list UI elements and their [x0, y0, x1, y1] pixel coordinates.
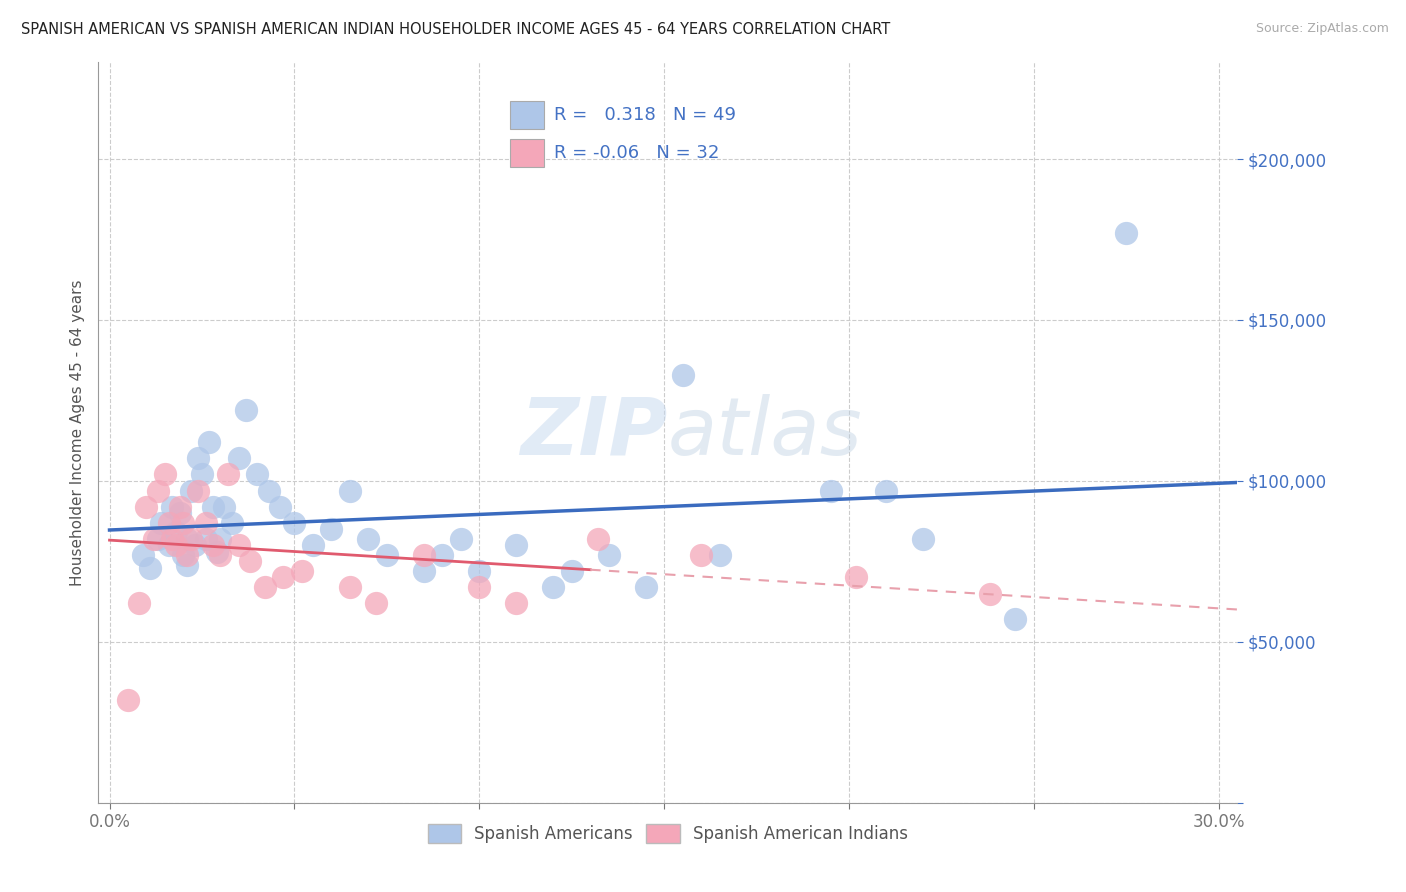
Point	[132, 548, 155, 562]
Point	[180, 483, 202, 498]
Point	[176, 558, 198, 572]
Point	[561, 564, 583, 578]
Y-axis label: Householder Income Ages 45 - 64 years: Householder Income Ages 45 - 64 years	[69, 279, 84, 586]
Point	[357, 532, 380, 546]
Point	[690, 548, 713, 562]
Point	[169, 500, 191, 514]
Text: ZIP: ZIP	[520, 393, 668, 472]
Point	[246, 467, 269, 482]
Point	[146, 532, 169, 546]
Point	[162, 500, 184, 514]
Point	[412, 548, 434, 562]
Point	[364, 596, 387, 610]
Point	[194, 516, 217, 530]
Point	[187, 451, 209, 466]
Point	[468, 564, 491, 578]
Point	[291, 564, 314, 578]
Point	[541, 580, 564, 594]
Point	[139, 561, 162, 575]
Point	[586, 532, 609, 546]
Point	[257, 483, 280, 498]
Point	[180, 532, 202, 546]
Point	[157, 538, 180, 552]
Point	[162, 532, 184, 546]
Point	[153, 467, 176, 482]
Point	[187, 483, 209, 498]
Point	[375, 548, 398, 562]
Point	[432, 548, 454, 562]
Point	[468, 580, 491, 594]
Point	[117, 693, 139, 707]
Text: SPANISH AMERICAN VS SPANISH AMERICAN INDIAN HOUSEHOLDER INCOME AGES 45 - 64 YEAR: SPANISH AMERICAN VS SPANISH AMERICAN IND…	[21, 22, 890, 37]
Point	[150, 516, 173, 530]
Point	[302, 538, 325, 552]
Point	[1004, 612, 1026, 626]
Point	[339, 483, 361, 498]
Point	[235, 403, 257, 417]
Point	[672, 368, 695, 382]
Point	[339, 580, 361, 594]
Point	[221, 516, 243, 530]
Point	[505, 538, 527, 552]
Point	[505, 596, 527, 610]
Point	[135, 500, 157, 514]
Point	[157, 516, 180, 530]
Point	[191, 467, 214, 482]
Point	[820, 483, 842, 498]
Point	[142, 532, 165, 546]
Point	[911, 532, 934, 546]
Point	[271, 570, 294, 584]
Point	[283, 516, 305, 530]
Point	[253, 580, 276, 594]
Point	[198, 435, 221, 450]
Point	[128, 596, 150, 610]
Point	[269, 500, 291, 514]
Point	[412, 564, 434, 578]
Point	[172, 516, 194, 530]
Point	[212, 500, 235, 514]
Point	[845, 570, 868, 584]
Point	[176, 548, 198, 562]
Point	[209, 548, 232, 562]
Point	[165, 525, 187, 540]
Point	[598, 548, 620, 562]
Point	[172, 548, 194, 562]
Point	[239, 554, 262, 568]
Point	[202, 500, 225, 514]
Text: atlas: atlas	[668, 393, 863, 472]
Point	[321, 522, 343, 536]
Point	[205, 545, 228, 559]
Point	[209, 532, 232, 546]
Point	[228, 538, 250, 552]
Text: Source: ZipAtlas.com: Source: ZipAtlas.com	[1256, 22, 1389, 36]
Point	[165, 538, 187, 552]
Point	[1115, 226, 1137, 240]
Point	[634, 580, 657, 594]
Point	[202, 538, 225, 552]
Point	[979, 586, 1001, 600]
Point	[169, 506, 191, 520]
Point	[146, 483, 169, 498]
Legend: Spanish Americans, Spanish American Indians: Spanish Americans, Spanish American Indi…	[420, 817, 915, 850]
Point	[217, 467, 239, 482]
Point	[228, 451, 250, 466]
Point	[709, 548, 731, 562]
Point	[450, 532, 472, 546]
Point	[875, 483, 897, 498]
Point	[194, 532, 217, 546]
Point	[183, 538, 205, 552]
Point	[176, 532, 198, 546]
